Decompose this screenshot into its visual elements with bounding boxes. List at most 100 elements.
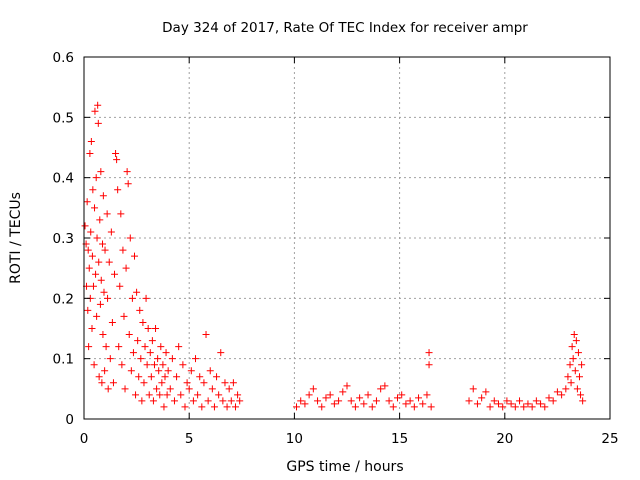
data-point bbox=[94, 119, 102, 127]
data-point bbox=[140, 379, 148, 387]
data-point bbox=[210, 403, 218, 411]
data-point bbox=[351, 403, 359, 411]
grid-lines bbox=[84, 57, 610, 419]
y-tick-label: 0.5 bbox=[53, 110, 74, 126]
data-point bbox=[106, 355, 114, 363]
data-point bbox=[150, 361, 158, 369]
data-point bbox=[196, 373, 204, 381]
data-point bbox=[138, 397, 146, 405]
data-point bbox=[112, 150, 120, 158]
data-point bbox=[364, 391, 372, 399]
data-point bbox=[129, 349, 137, 357]
data-point bbox=[236, 397, 244, 405]
data-point bbox=[213, 373, 221, 381]
data-point bbox=[393, 394, 401, 402]
data-point bbox=[473, 400, 481, 408]
data-point bbox=[427, 403, 435, 411]
data-point bbox=[206, 367, 214, 375]
data-point bbox=[532, 397, 540, 405]
data-point bbox=[486, 403, 494, 411]
data-point bbox=[85, 343, 93, 351]
data-point bbox=[104, 294, 112, 302]
data-point bbox=[187, 367, 195, 375]
data-point bbox=[524, 400, 532, 408]
x-tick-label: 15 bbox=[391, 431, 408, 447]
data-point bbox=[103, 210, 111, 218]
data-point bbox=[97, 276, 105, 284]
data-point bbox=[145, 391, 153, 399]
data-point bbox=[132, 391, 140, 399]
data-point bbox=[156, 391, 164, 399]
data-point bbox=[339, 388, 347, 396]
data-point bbox=[142, 294, 150, 302]
data-point bbox=[100, 288, 108, 296]
data-point bbox=[133, 288, 141, 296]
data-point bbox=[91, 107, 99, 115]
data-point bbox=[109, 379, 117, 387]
data-point bbox=[88, 252, 96, 260]
data-point bbox=[88, 325, 96, 332]
data-point bbox=[528, 403, 536, 411]
x-axis-label: GPS time / hours bbox=[286, 459, 403, 475]
data-point bbox=[143, 361, 151, 369]
data-point bbox=[148, 337, 156, 345]
data-point bbox=[93, 234, 101, 242]
data-point bbox=[91, 204, 99, 212]
y-axis-label: ROTI / TECUs bbox=[8, 192, 24, 284]
data-point bbox=[571, 367, 579, 375]
data-point bbox=[566, 361, 574, 369]
data-point bbox=[162, 349, 170, 357]
data-point bbox=[99, 192, 107, 200]
data-point bbox=[410, 403, 418, 411]
data-point bbox=[168, 355, 176, 363]
data-point bbox=[120, 312, 128, 320]
data-point bbox=[573, 385, 581, 393]
data-point bbox=[160, 403, 168, 411]
data-point bbox=[537, 400, 545, 408]
data-points bbox=[81, 101, 587, 411]
data-point bbox=[108, 318, 116, 326]
data-point bbox=[149, 397, 157, 405]
data-point bbox=[221, 379, 229, 387]
data-point bbox=[569, 355, 577, 363]
data-point bbox=[567, 379, 575, 387]
data-point bbox=[541, 403, 549, 411]
data-point bbox=[102, 343, 110, 351]
data-point bbox=[152, 325, 160, 332]
x-tick-labels: 0 5 10 15 20 25 bbox=[80, 431, 619, 447]
data-point bbox=[97, 168, 105, 176]
data-point bbox=[85, 264, 93, 272]
data-point bbox=[83, 198, 91, 206]
data-point bbox=[225, 385, 233, 393]
data-point bbox=[301, 400, 309, 408]
data-point bbox=[89, 282, 97, 290]
data-point bbox=[368, 403, 376, 411]
data-point bbox=[572, 337, 580, 345]
data-point bbox=[153, 385, 161, 393]
data-point bbox=[198, 403, 206, 411]
data-point bbox=[134, 337, 142, 345]
data-point bbox=[163, 391, 171, 399]
data-point bbox=[406, 397, 414, 405]
data-point bbox=[217, 349, 225, 357]
axis-ticks bbox=[83, 56, 611, 420]
data-point bbox=[113, 156, 121, 164]
data-point bbox=[146, 349, 154, 357]
data-point bbox=[124, 180, 132, 188]
x-tick-label: 5 bbox=[185, 431, 194, 447]
data-point bbox=[570, 331, 578, 339]
data-point bbox=[200, 379, 208, 387]
x-tick-label: 10 bbox=[286, 431, 303, 447]
data-point bbox=[158, 379, 166, 387]
data-point bbox=[381, 382, 389, 390]
x-tick-label: 0 bbox=[80, 431, 89, 447]
data-point bbox=[229, 379, 237, 387]
data-point bbox=[208, 385, 216, 393]
data-point bbox=[84, 246, 92, 254]
data-point bbox=[123, 168, 131, 176]
data-point bbox=[135, 373, 143, 381]
data-point bbox=[564, 373, 572, 381]
data-point bbox=[482, 388, 490, 396]
data-point bbox=[326, 391, 334, 399]
data-point bbox=[558, 391, 566, 399]
